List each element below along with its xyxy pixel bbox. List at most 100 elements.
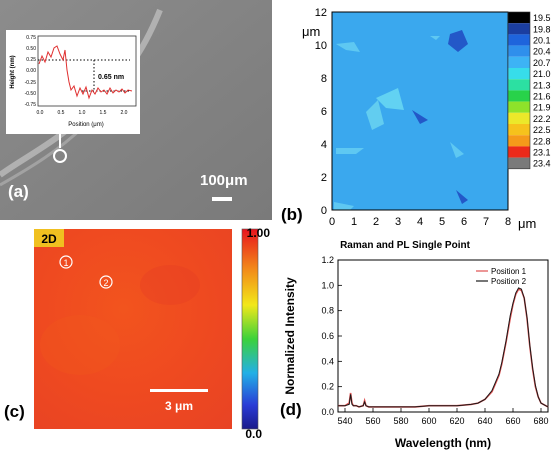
b-ytick: 8 [321,73,327,85]
colorbar-label: 21.0 [533,69,551,79]
inset-ytick: -0.75 [25,102,37,108]
inset-ytick: 0.50 [26,46,36,52]
colorbar-label: 21.9 [533,103,551,113]
inset-ylabel: Height (nm) [10,55,16,88]
colorbar-label: 21.6 [533,92,551,102]
inset-xlabel: Position (μm) [68,122,103,128]
c-colorbar [241,228,259,430]
marker-1-text: 1 [63,258,68,268]
colorbar-label: 19.8 [533,24,551,34]
colorbar-label: 20.4 [533,47,551,57]
d-ytick: 0.6 [321,331,334,341]
b-xtick: 3 [395,216,401,228]
b-xtick: 0 [329,216,335,228]
b-xtick: 8 [505,216,511,228]
raman-map: 12 10 8 6 4 2 0 0 1 2 3 4 5 6 7 8 μm μm … [281,7,551,231]
colorbar-swatch [508,135,530,147]
d-xtick: 680 [533,416,548,426]
inset-xtick: 0.0 [37,110,44,116]
inset-xtick: 2.0 [121,110,128,116]
d-xtick: 540 [337,416,352,426]
d-ytick: 0.8 [321,306,334,316]
d-legend: Position 1 Position 2 [476,267,527,286]
panel-b-caption: Raman and PL Single Point [340,240,470,251]
b-xtick: 2 [373,216,379,228]
colorbar-swatch [508,112,530,124]
panel-a-label: (a) [8,182,29,201]
series-line-2 [338,287,549,408]
marker-2 [99,275,113,289]
intensity-map-area [34,229,232,429]
b-xticks: 0 1 2 3 4 5 6 7 8 [329,216,511,228]
panel-d-label: (d) [280,400,302,419]
inset-xticks: 0.0 0.5 1.0 1.5 2.0 [37,110,128,116]
colorbar-label: 22.8 [533,136,551,146]
colorbar-label: 19.5 [533,13,551,23]
colorbar-swatch [508,68,530,80]
b-xtick: 4 [417,216,423,228]
scalebar-a-text: 100μm [200,172,248,189]
inset-ytick: 0.25 [26,57,36,63]
inset-yticks: 0.75 0.50 0.25 0.00 -0.25 -0.50 -0.75 [25,35,37,108]
legend-entry-1: Position 1 [491,267,527,276]
d-xtick: 560 [365,416,380,426]
inset-xtick: 0.5 [58,110,65,116]
c-colorbar-top: 1.00 [247,226,271,240]
afm-inset: 0.75 0.50 0.25 0.00 -0.25 -0.50 -0.75 0.… [6,30,140,134]
marker-2-text: 2 [103,278,108,288]
colorbar-swatch [508,90,530,102]
b-ytick: 0 [321,205,327,217]
b-colorbar: 19.519.8 20.120.420.721.021.3 21.621.922.2… [507,11,551,170]
scalebar-a [212,197,232,201]
b-ytick: 10 [315,40,327,52]
b-y-unit: μm [302,24,320,39]
measurement-circle [53,149,67,163]
panel-d: 540 560 580 600 620 640 660 680 0.0 0.2 0.4 0.6 0.8 1… [280,245,557,460]
colorbar-swatch [508,146,530,158]
b-xtick: 5 [439,216,445,228]
colorbar-swatch [508,101,530,113]
colorbar-swatch [508,34,530,46]
c-colorbar-bottom: 0.0 [245,427,262,441]
b-ytick: 2 [321,172,327,184]
d-plot-frame [337,259,549,413]
panel-c: 2D 1 2 3 μm 1.00 0.0 (c) [0,225,275,460]
map-patch [448,30,468,52]
d-xtick: 580 [393,416,408,426]
colorbar-label: 22.5 [533,125,551,135]
b-x-unit: μm [518,216,536,231]
b-xtick: 7 [483,216,489,228]
d-ytick: 0.2 [321,382,334,392]
inset-xtick: 1.5 [100,110,107,116]
b-yticks: 12 10 8 6 4 2 0 [315,7,327,217]
panel-a: 100μm (a) 0.75 0.50 0.25 0.00 -0.25 -0.5… [0,0,272,220]
scalebar-c [150,389,208,392]
b-xtick: 1 [351,216,357,228]
intensity-map: 2D 1 2 3 μm 1.00 0.0 (c) [4,226,271,441]
d-ylabel: Normalized Intensity [283,277,297,395]
spectrum-plot: 540 560 580 600 620 640 660 680 0.0 0.2 0.4 0.6 0.8 1… [280,255,549,450]
b-ytick: 12 [315,7,327,19]
colorbar-label: 20.7 [533,58,551,68]
b-ytick: 6 [321,106,327,118]
b-xtick: 6 [461,216,467,228]
inset-ytick: 0.75 [26,35,36,41]
raman-map-area [332,12,508,210]
colorbar-swatch [508,124,530,136]
scalebar-c-text: 3 μm [165,399,193,413]
colorbar-swatch [508,45,530,57]
d-ytick: 1.0 [321,280,334,290]
inset-ytick: 0.00 [26,68,36,74]
d-ytick: 0.4 [321,356,334,366]
colorbar-swatch [508,157,530,169]
d-ytick: 1.2 [321,255,334,265]
d-xtick: 600 [421,416,436,426]
d-xtick: 640 [477,416,492,426]
tag-2d [34,229,64,247]
panel-b: 12 10 8 6 4 2 0 0 1 2 3 4 5 6 7 8 μm μm … [280,0,557,232]
tag-2d-text: 2D [41,232,57,246]
inset-xtick: 1.0 [79,110,86,116]
colorbar-swatch [508,23,530,35]
panel-c-label: (c) [4,402,25,421]
legend-entry-2: Position 2 [491,277,527,286]
